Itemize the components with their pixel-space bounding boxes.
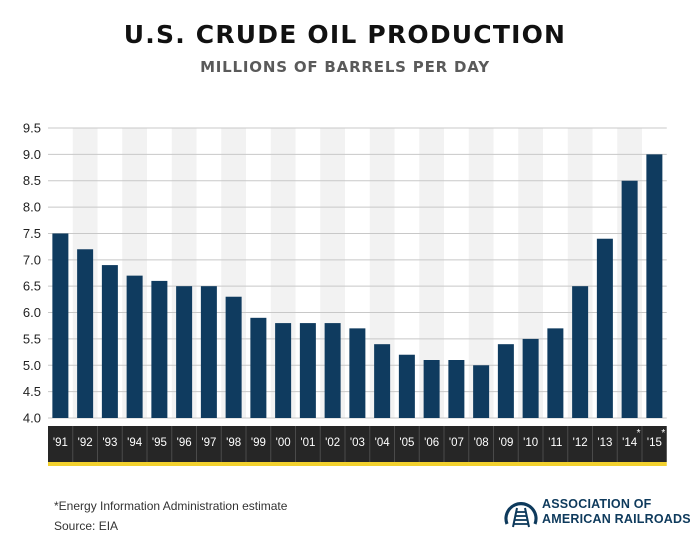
bar [423,360,440,418]
x-tick-label: '07 [449,437,464,449]
bar [275,323,292,418]
y-tick-label: 9.0 [23,147,41,162]
bar [646,154,663,418]
bar [572,286,589,418]
x-tick-label: '09 [498,437,513,449]
bar [250,317,267,418]
logo-line-2: AMERICAN RAILROADS [542,511,690,526]
bar [101,265,118,418]
bar [176,286,193,418]
x-tick-label: '91 [53,437,68,449]
x-tick-label: '15 [647,437,662,449]
x-tick-label: '05 [399,437,414,449]
x-tick-label: '94 [127,437,143,449]
x-tick-label: '12 [573,437,588,449]
bar [497,344,514,418]
chart-title: U.S. CRUDE OIL PRODUCTION [123,20,567,49]
y-tick-label: 8.0 [23,200,41,215]
logo-text: ASSOCIATION OF AMERICAN RAILROADS [542,497,690,526]
x-tick-label: '96 [177,437,192,449]
x-tick-label: '98 [226,437,241,449]
x-tick-label: '01 [300,437,315,449]
x-tick-label: '00 [276,437,291,449]
x-axis-accent-line [48,462,667,466]
bar [225,296,242,418]
bar [126,275,143,418]
bar [299,323,316,418]
bar [77,249,94,418]
y-tick-label: 4.0 [23,411,41,426]
bar [448,360,465,418]
bar [522,338,539,418]
x-tick-label: '13 [597,437,612,449]
y-tick-label: 5.5 [23,331,41,346]
x-tick-label: '11 [548,437,562,449]
bar [151,280,168,418]
y-tick-label: 7.0 [23,252,41,267]
footnote: *Energy Information Administration estim… [54,499,288,513]
x-tick-label: '08 [474,437,489,449]
x-tick-label: '95 [152,437,167,449]
chart-subtitle: MILLIONS OF BARRELS PER DAY [200,58,490,76]
x-tick-asterisk: * [637,428,641,439]
bar [398,354,415,418]
y-tick-label: 6.0 [23,305,41,320]
bar [596,238,613,418]
logo-line-1: ASSOCIATION OF [542,497,652,511]
x-tick-label: '06 [424,437,439,449]
bar [547,328,564,418]
bar [374,344,391,418]
y-tick-label: 8.5 [23,173,41,188]
bar [52,233,69,418]
y-tick-label: 7.5 [23,226,41,241]
y-tick-label: 5.0 [23,358,41,373]
bar [200,286,217,418]
source-note: Source: EIA [54,519,119,533]
bar [473,365,490,418]
y-tick-label: 6.5 [23,279,41,294]
x-tick-asterisk: * [661,428,665,439]
x-tick-label: '14 [622,437,638,449]
railroad-logo-icon [504,502,538,528]
x-tick-label: '04 [375,437,391,449]
bar [349,328,366,418]
x-tick-label: '97 [201,437,216,449]
x-tick-label: '92 [78,437,93,449]
bar [324,323,341,418]
y-tick-label: 9.5 [23,121,41,136]
x-tick-label: '10 [523,437,538,449]
aar-logo: ASSOCIATION OF AMERICAN RAILROADS [504,494,690,534]
x-tick-label: '99 [251,437,266,449]
x-tick-label: '93 [102,437,117,449]
y-tick-label: 4.5 [23,384,41,399]
x-tick-label: '02 [325,437,340,449]
x-tick-label: '03 [350,437,365,449]
x-axis-strip [48,426,667,462]
bar [621,180,638,418]
